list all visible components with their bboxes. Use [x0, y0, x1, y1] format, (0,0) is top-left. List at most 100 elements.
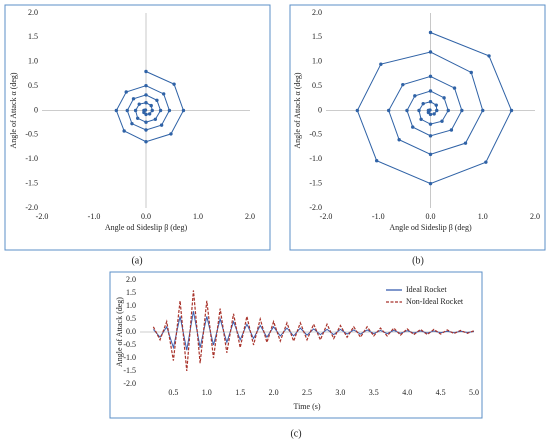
x-tick-label: 3.5	[369, 388, 379, 397]
data-point	[419, 117, 423, 121]
x-tick-label: 2.0	[245, 212, 255, 221]
y-tick-label: -0.5	[25, 130, 38, 139]
data-point	[397, 138, 401, 142]
y-tick-label: -1.5	[123, 366, 136, 375]
data-point	[509, 108, 514, 113]
y-tick-label: -2.0	[25, 203, 38, 212]
data-point	[452, 86, 457, 90]
y-tick-label: 0.5	[28, 81, 38, 90]
y-tick-label: -1.5	[309, 178, 322, 187]
data-point	[125, 108, 129, 113]
data-point	[149, 103, 153, 108]
legend-label: Ideal Rocket	[406, 285, 447, 294]
data-point	[155, 98, 159, 102]
data-point	[144, 128, 148, 132]
panel-frame	[4, 4, 271, 251]
y-tick-label: -1.0	[309, 154, 322, 163]
data-point	[133, 108, 138, 113]
x-tick-label: 5.0	[469, 388, 479, 397]
y-tick-label: -2.0	[123, 379, 136, 388]
data-point	[460, 108, 464, 113]
x-tick-label: 2.0	[530, 212, 540, 221]
data-point	[463, 141, 468, 145]
data-point	[355, 108, 360, 113]
data-point	[374, 159, 379, 163]
legend-label: Non-Ideal Rocket	[406, 297, 464, 306]
data-point	[167, 108, 172, 113]
y-tick-label: 1.5	[312, 32, 322, 41]
x-tick-label: 1.0	[478, 212, 488, 221]
y-tick-label: 1.0	[28, 57, 38, 66]
y-tick-label: 0.0	[126, 327, 136, 336]
y-tick-label: 0	[34, 105, 38, 114]
data-point	[428, 152, 433, 157]
x-axis-title: Angle od Sideslip β (deg)	[105, 223, 188, 232]
y-axis-title: Angle of Attack α (deg)	[9, 72, 18, 149]
data-point	[181, 108, 186, 113]
data-point	[172, 82, 176, 86]
y-tick-label: 1.5	[126, 288, 136, 297]
x-tick-label: 0.0	[426, 212, 436, 221]
data-point	[401, 82, 405, 87]
data-point	[161, 92, 166, 96]
x-tick-label: 1.0	[193, 212, 203, 221]
x-tick-label: 3.0	[335, 388, 345, 397]
x-tick-label: -1.0	[372, 212, 385, 221]
data-point	[135, 116, 140, 121]
data-line	[152, 290, 475, 372]
data-point	[487, 54, 491, 58]
data-point	[481, 108, 485, 113]
data-point	[144, 140, 148, 144]
x-axis-title: Time (s)	[293, 402, 320, 411]
data-point	[144, 101, 148, 105]
data-point	[428, 100, 433, 104]
data-point	[124, 90, 128, 94]
x-tick-label: -2.0	[320, 212, 333, 221]
y-tick-label: 0.5	[126, 314, 136, 323]
panel-caption: (c)	[290, 428, 301, 439]
x-tick-label: 0.0	[141, 212, 151, 221]
data-point	[137, 102, 141, 106]
data-point	[428, 181, 433, 186]
data-point	[150, 108, 154, 113]
y-tick-label: -2.0	[309, 203, 322, 212]
x-axis-title: Angle od Sideslip β (deg)	[389, 223, 472, 232]
data-point	[428, 74, 433, 79]
data-point	[428, 89, 433, 93]
y-tick-label: -0.5	[309, 130, 322, 139]
data-point	[435, 108, 439, 113]
y-tick-label: 2.0	[126, 275, 136, 284]
x-tick-label: 4.5	[436, 388, 446, 397]
data-point	[144, 69, 148, 74]
data-point	[428, 122, 433, 126]
data-point	[158, 108, 163, 113]
data-point	[147, 112, 152, 116]
y-tick-label: -1.0	[123, 353, 136, 362]
data-point	[379, 62, 383, 66]
data-point	[413, 94, 417, 98]
x-tick-label: -1.0	[88, 212, 101, 221]
data-line	[152, 311, 475, 351]
panel-caption: (b)	[412, 255, 424, 266]
data-point	[159, 123, 164, 127]
data-point	[169, 132, 173, 136]
y-tick-label: -1.5	[25, 178, 38, 187]
data-point	[114, 108, 119, 113]
x-tick-label: 1.5	[235, 388, 245, 397]
x-tick-label: -2.0	[36, 212, 49, 221]
y-tick-label: 1.5	[28, 32, 38, 41]
data-point	[449, 128, 454, 132]
panel-frame	[289, 4, 546, 251]
y-tick-label: 2.0	[28, 8, 38, 17]
data-point	[428, 134, 433, 138]
data-point	[484, 160, 488, 164]
data-point	[130, 121, 134, 126]
data-point	[469, 70, 473, 75]
data-point	[432, 112, 436, 116]
y-tick-label: 1.0	[126, 301, 136, 310]
data-point	[387, 108, 391, 113]
data-point	[405, 108, 409, 113]
data-point	[131, 97, 136, 101]
x-tick-label: 2.5	[302, 388, 312, 397]
